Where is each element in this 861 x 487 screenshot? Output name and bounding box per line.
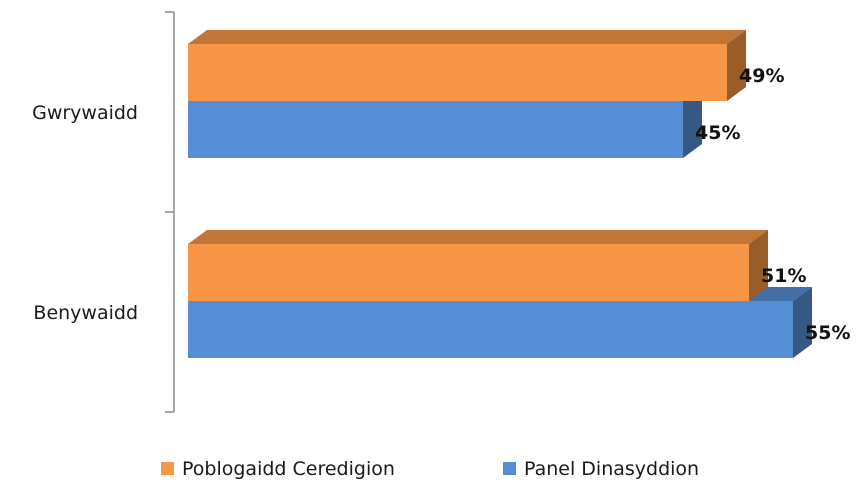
legend-label-poblogaidd-ceredigion: Poblogaidd Ceredigion xyxy=(182,458,395,480)
bar-side-poblogaidd-ceredigion-benywaidd xyxy=(749,230,768,301)
value-label-poblogaidd-ceredigion-gwrywaidd: 49% xyxy=(739,65,784,87)
bar-side-poblogaidd-ceredigion-gwrywaidd xyxy=(727,30,746,101)
category-axis: Gwrywaidd Benywaidd xyxy=(32,11,175,413)
category-label-benywaidd: Benywaidd xyxy=(33,302,138,324)
category-label-gwrywaidd: Gwrywaidd xyxy=(32,102,138,124)
value-label-panel-dinasyddion-gwrywaidd: 45% xyxy=(695,122,740,144)
bar-top-poblogaidd-ceredigion-gwrywaidd xyxy=(188,30,746,44)
bar-top-poblogaidd-ceredigion-benywaidd xyxy=(188,230,768,244)
bars: 49% 45% 51% 55% xyxy=(188,30,850,358)
bar-panel-dinasyddion-gwrywaidd xyxy=(188,101,683,158)
legend-swatch-poblogaidd-ceredigion xyxy=(161,462,174,475)
value-label-panel-dinasyddion-benywaidd: 55% xyxy=(805,322,850,344)
bar-panel-dinasyddion-benywaidd xyxy=(188,301,793,358)
value-label-poblogaidd-ceredigion-benywaidd: 51% xyxy=(761,265,806,287)
bar-poblogaidd-ceredigion-gwrywaidd xyxy=(188,44,727,101)
legend: Poblogaidd Ceredigion Panel Dinasyddion xyxy=(161,458,699,480)
legend-label-panel-dinasyddion: Panel Dinasyddion xyxy=(524,458,699,480)
bar-poblogaidd-ceredigion-benywaidd xyxy=(188,244,749,301)
bar-side-panel-dinasyddion-benywaidd xyxy=(793,287,812,358)
bar-side-panel-dinasyddion-gwrywaidd xyxy=(683,87,702,158)
legend-swatch-panel-dinasyddion xyxy=(503,462,516,475)
